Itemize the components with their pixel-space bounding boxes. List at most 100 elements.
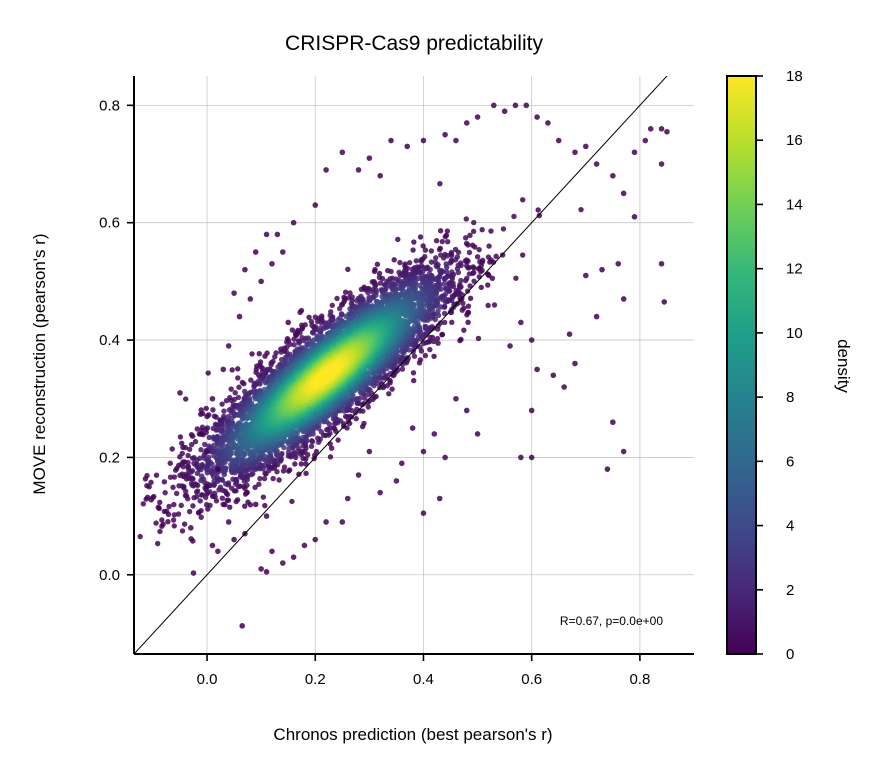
data-point bbox=[300, 434, 306, 441]
data-point bbox=[383, 372, 389, 379]
data-point bbox=[379, 275, 386, 282]
data-point bbox=[186, 446, 193, 452]
data-point bbox=[488, 228, 494, 234]
data-point bbox=[192, 438, 199, 445]
data-point bbox=[148, 479, 154, 486]
data-point bbox=[175, 511, 182, 517]
data-point bbox=[416, 302, 422, 309]
data-point bbox=[465, 309, 471, 316]
data-point bbox=[291, 448, 297, 455]
data-point bbox=[455, 269, 462, 276]
data-point bbox=[418, 258, 424, 264]
data-point bbox=[180, 464, 187, 470]
grid bbox=[134, 76, 694, 654]
data-point bbox=[371, 394, 378, 401]
data-point bbox=[276, 477, 282, 483]
data-point bbox=[197, 455, 203, 461]
data-point bbox=[272, 354, 278, 360]
data-point bbox=[474, 254, 481, 260]
data-point bbox=[446, 281, 452, 287]
data-point bbox=[199, 492, 206, 498]
data-point bbox=[183, 493, 190, 499]
data-point bbox=[467, 283, 473, 289]
data-point bbox=[467, 295, 474, 302]
data-point bbox=[179, 440, 185, 446]
data-point bbox=[472, 244, 478, 250]
data-point bbox=[165, 519, 171, 525]
data-point bbox=[422, 352, 429, 359]
data-point bbox=[304, 342, 310, 348]
data-point bbox=[441, 319, 448, 326]
data-point bbox=[406, 260, 413, 266]
data-point bbox=[467, 232, 473, 238]
data-point bbox=[470, 264, 476, 270]
data-point bbox=[410, 247, 416, 253]
data-point bbox=[420, 243, 426, 249]
data-point bbox=[262, 470, 268, 477]
data-point bbox=[389, 386, 395, 392]
data-point bbox=[210, 407, 216, 413]
data-point bbox=[303, 470, 309, 477]
data-point bbox=[511, 213, 517, 220]
chart-title: CRISPR-Cas9 predictability bbox=[285, 32, 543, 55]
data-point bbox=[281, 464, 288, 470]
data-point bbox=[441, 310, 448, 317]
data-point bbox=[181, 521, 188, 527]
data-point bbox=[198, 508, 204, 514]
data-point bbox=[289, 327, 296, 333]
data-point bbox=[260, 494, 267, 500]
data-point bbox=[214, 474, 221, 481]
data-point bbox=[170, 517, 177, 523]
data-point bbox=[189, 468, 196, 474]
data-point bbox=[378, 380, 385, 387]
data-point bbox=[171, 512, 178, 518]
data-point bbox=[330, 317, 336, 324]
data-point bbox=[227, 504, 233, 510]
data-point bbox=[249, 351, 255, 357]
data-point bbox=[284, 344, 290, 351]
data-point bbox=[301, 337, 307, 344]
data-point bbox=[188, 536, 194, 542]
data-point bbox=[439, 332, 445, 338]
data-point bbox=[438, 304, 444, 310]
data-point bbox=[209, 461, 215, 468]
data-point bbox=[116, 497, 121, 502]
data-point bbox=[449, 293, 455, 299]
data-point bbox=[334, 295, 340, 302]
data-point bbox=[157, 528, 163, 535]
data-point bbox=[397, 272, 404, 279]
data-point bbox=[459, 307, 465, 313]
data-point bbox=[297, 309, 303, 316]
data-point bbox=[411, 353, 418, 359]
data-point bbox=[462, 258, 469, 264]
data-point bbox=[235, 375, 241, 381]
data-point bbox=[252, 484, 258, 491]
data-point bbox=[157, 499, 163, 506]
data-point bbox=[366, 398, 372, 404]
data-point bbox=[206, 434, 212, 441]
data-point bbox=[234, 497, 241, 503]
data-point bbox=[245, 499, 251, 505]
data-point bbox=[181, 483, 187, 490]
data-point bbox=[433, 255, 439, 261]
data-point bbox=[437, 180, 443, 187]
data-point bbox=[194, 482, 201, 489]
data-point bbox=[204, 425, 211, 431]
data-point bbox=[397, 259, 403, 266]
data-point bbox=[422, 323, 428, 330]
data-point bbox=[335, 437, 341, 443]
data-point bbox=[166, 503, 172, 510]
data-point bbox=[194, 470, 201, 477]
data-point bbox=[421, 340, 427, 347]
data-point bbox=[236, 384, 242, 390]
data-point bbox=[303, 461, 309, 467]
data-point bbox=[261, 475, 268, 482]
data-point bbox=[417, 357, 424, 363]
data-point bbox=[478, 284, 484, 291]
data-point bbox=[491, 302, 498, 308]
data-point bbox=[262, 502, 268, 509]
data-point bbox=[199, 473, 205, 479]
data-point bbox=[250, 470, 256, 477]
data-point bbox=[292, 461, 298, 467]
